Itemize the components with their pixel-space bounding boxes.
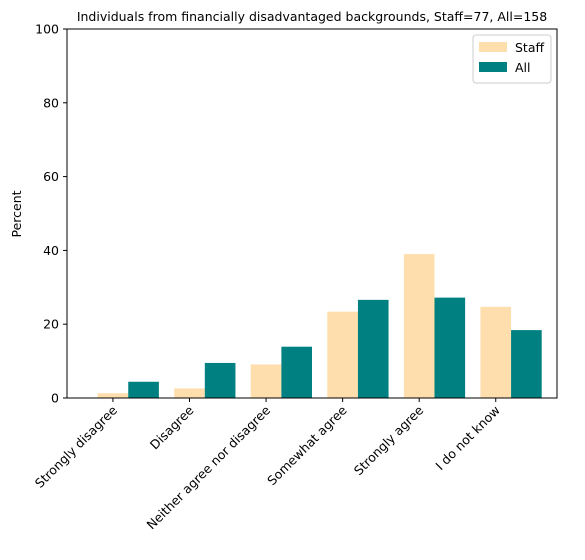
bar-all-5 — [511, 330, 542, 398]
legend-label-staff: Staff — [515, 40, 544, 55]
bar-all-2 — [281, 347, 312, 398]
y-tick-label: 60 — [43, 169, 59, 184]
x-tick-label: Strongly disagree — [32, 402, 120, 490]
x-tick-label: I do not know — [432, 403, 503, 474]
bars-group — [98, 254, 542, 398]
bar-staff-5 — [480, 307, 511, 398]
bar-staff-3 — [327, 312, 358, 398]
bar-staff-0 — [98, 393, 129, 398]
bar-staff-2 — [251, 364, 282, 398]
y-tick-label: 80 — [43, 95, 59, 110]
bar-all-0 — [128, 382, 159, 398]
legend-label-all: All — [515, 60, 531, 75]
x-tick-label: Strongly agree — [351, 402, 427, 478]
bar-staff-1 — [174, 388, 205, 398]
y-tick-label: 40 — [43, 243, 59, 258]
x-tick-label: Disagree — [147, 402, 197, 452]
bar-staff-4 — [404, 254, 435, 398]
y-tick-label: 0 — [51, 391, 59, 406]
x-tick-label: Neither agree nor disagree — [143, 402, 273, 532]
x-tick-label: Somewhat agree — [264, 402, 350, 488]
legend: Staff All — [473, 35, 551, 83]
legend-swatch-all — [479, 62, 507, 72]
bar-all-3 — [358, 300, 389, 398]
y-tick-label: 100 — [35, 22, 59, 37]
y-axis-label: Percent — [9, 190, 24, 237]
legend-swatch-staff — [479, 42, 507, 52]
bar-all-4 — [435, 298, 466, 398]
y-axis: 0 20 40 60 80 100 — [35, 22, 67, 406]
y-tick-label: 20 — [43, 317, 59, 332]
bar-all-1 — [205, 363, 236, 398]
chart-title: Individuals from financially disadvantag… — [77, 9, 547, 24]
